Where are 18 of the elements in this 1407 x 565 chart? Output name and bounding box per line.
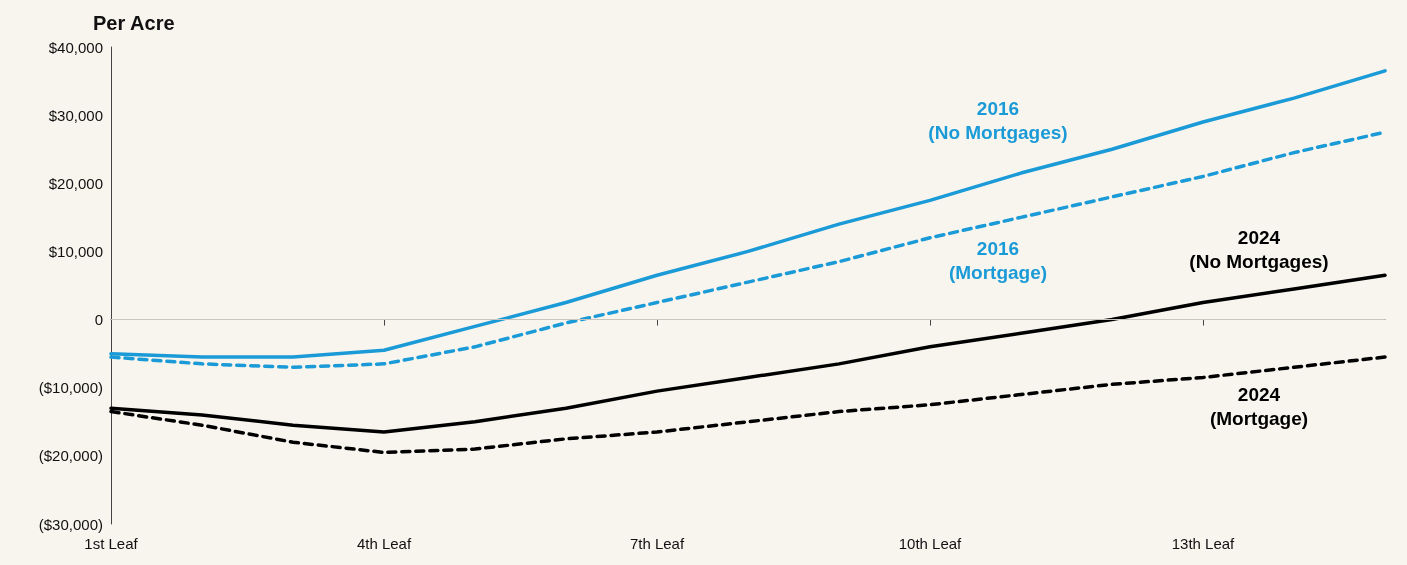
series-label: 2016 (No Mortgages): [928, 97, 1068, 143]
x-tick-label: 4th Leaf: [356, 535, 412, 552]
x-tick-label: 13th Leaf: [1171, 535, 1236, 552]
y-tick-label: ($20,000): [38, 447, 103, 465]
x-tick-label: 10th Leaf: [898, 535, 963, 552]
y-axis-title: Per Acre: [93, 12, 175, 34]
y-tick-label: ($30,000): [38, 515, 103, 533]
y-tick-label: $20,000: [48, 174, 103, 192]
series-label: 2024 (No Mortgages): [1189, 227, 1329, 273]
y-tick-label: $40,000: [48, 38, 103, 56]
y-tick-label: ($10,000): [38, 379, 103, 397]
y-tick-label: $10,000: [48, 242, 103, 260]
x-tick-label: 7th Leaf: [629, 535, 685, 552]
series-label: 2024 (Mortgage): [1209, 383, 1309, 429]
y-tick-label: 0: [94, 311, 103, 329]
y-tick-label: $30,000: [48, 106, 103, 124]
series-label: 2016 (Mortgage): [948, 237, 1048, 283]
x-tick-label: 1st Leaf: [84, 535, 139, 552]
